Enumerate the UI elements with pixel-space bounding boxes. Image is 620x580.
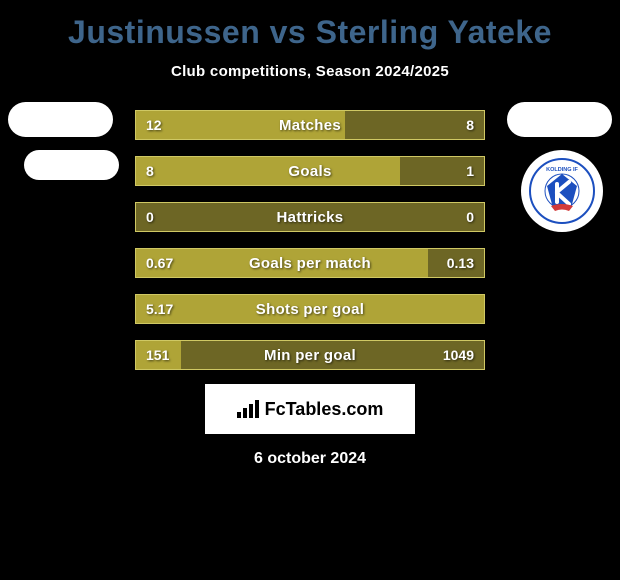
club-emblem-icon: KOLDING IF <box>529 158 595 224</box>
stat-value-left: 0.67 <box>136 249 183 277</box>
date-label: 6 october 2024 <box>254 450 366 468</box>
bars-icon <box>237 400 259 418</box>
stat-row: Goals8 1 <box>135 156 485 186</box>
stat-value-left: 0 <box>136 203 164 231</box>
stat-label: Goals <box>136 157 484 185</box>
player-left-badge-1 <box>8 102 113 137</box>
stat-value-left: 5.17 <box>136 295 183 323</box>
stat-label: Goals per match <box>136 249 484 277</box>
page-title: Justinussen vs Sterling Yateke <box>68 14 552 51</box>
logo-text: FcTables.com <box>265 399 384 420</box>
stat-label: Hattricks <box>136 203 484 231</box>
player-right-badge-1 <box>507 102 612 137</box>
subtitle: Club competitions, Season 2024/2025 <box>171 63 449 80</box>
stat-label: Matches <box>136 111 484 139</box>
stat-value-right: 1 <box>456 157 484 185</box>
stat-value-right: 1049 <box>433 341 484 369</box>
stat-row: Matches12 8 <box>135 110 485 140</box>
comparison-card: Justinussen vs Sterling Yateke Club comp… <box>0 0 620 468</box>
stat-row: Min per goal151 1049 <box>135 340 485 370</box>
stat-value-left: 12 <box>136 111 172 139</box>
chart-area: KOLDING IF Matches128Goals81Hattricks00G… <box>0 110 620 370</box>
stat-row: Shots per goal5.17 <box>135 294 485 324</box>
stat-row: Goals per match0.67 0.13 <box>135 248 485 278</box>
stat-value-left: 151 <box>136 341 179 369</box>
stat-row: Hattricks0 0 <box>135 202 485 232</box>
stat-value-left: 8 <box>136 157 164 185</box>
svg-text:KOLDING IF: KOLDING IF <box>546 167 578 173</box>
stat-value-right: 0 <box>456 203 484 231</box>
stat-value-right: 0.13 <box>437 249 484 277</box>
fctables-logo: FcTables.com <box>205 384 415 434</box>
stat-value-right: 8 <box>456 111 484 139</box>
player-right-club-badge: KOLDING IF <box>521 150 603 232</box>
stat-label: Shots per goal <box>136 295 484 323</box>
player-left-badge-2 <box>24 150 119 180</box>
stat-label: Min per goal <box>136 341 484 369</box>
